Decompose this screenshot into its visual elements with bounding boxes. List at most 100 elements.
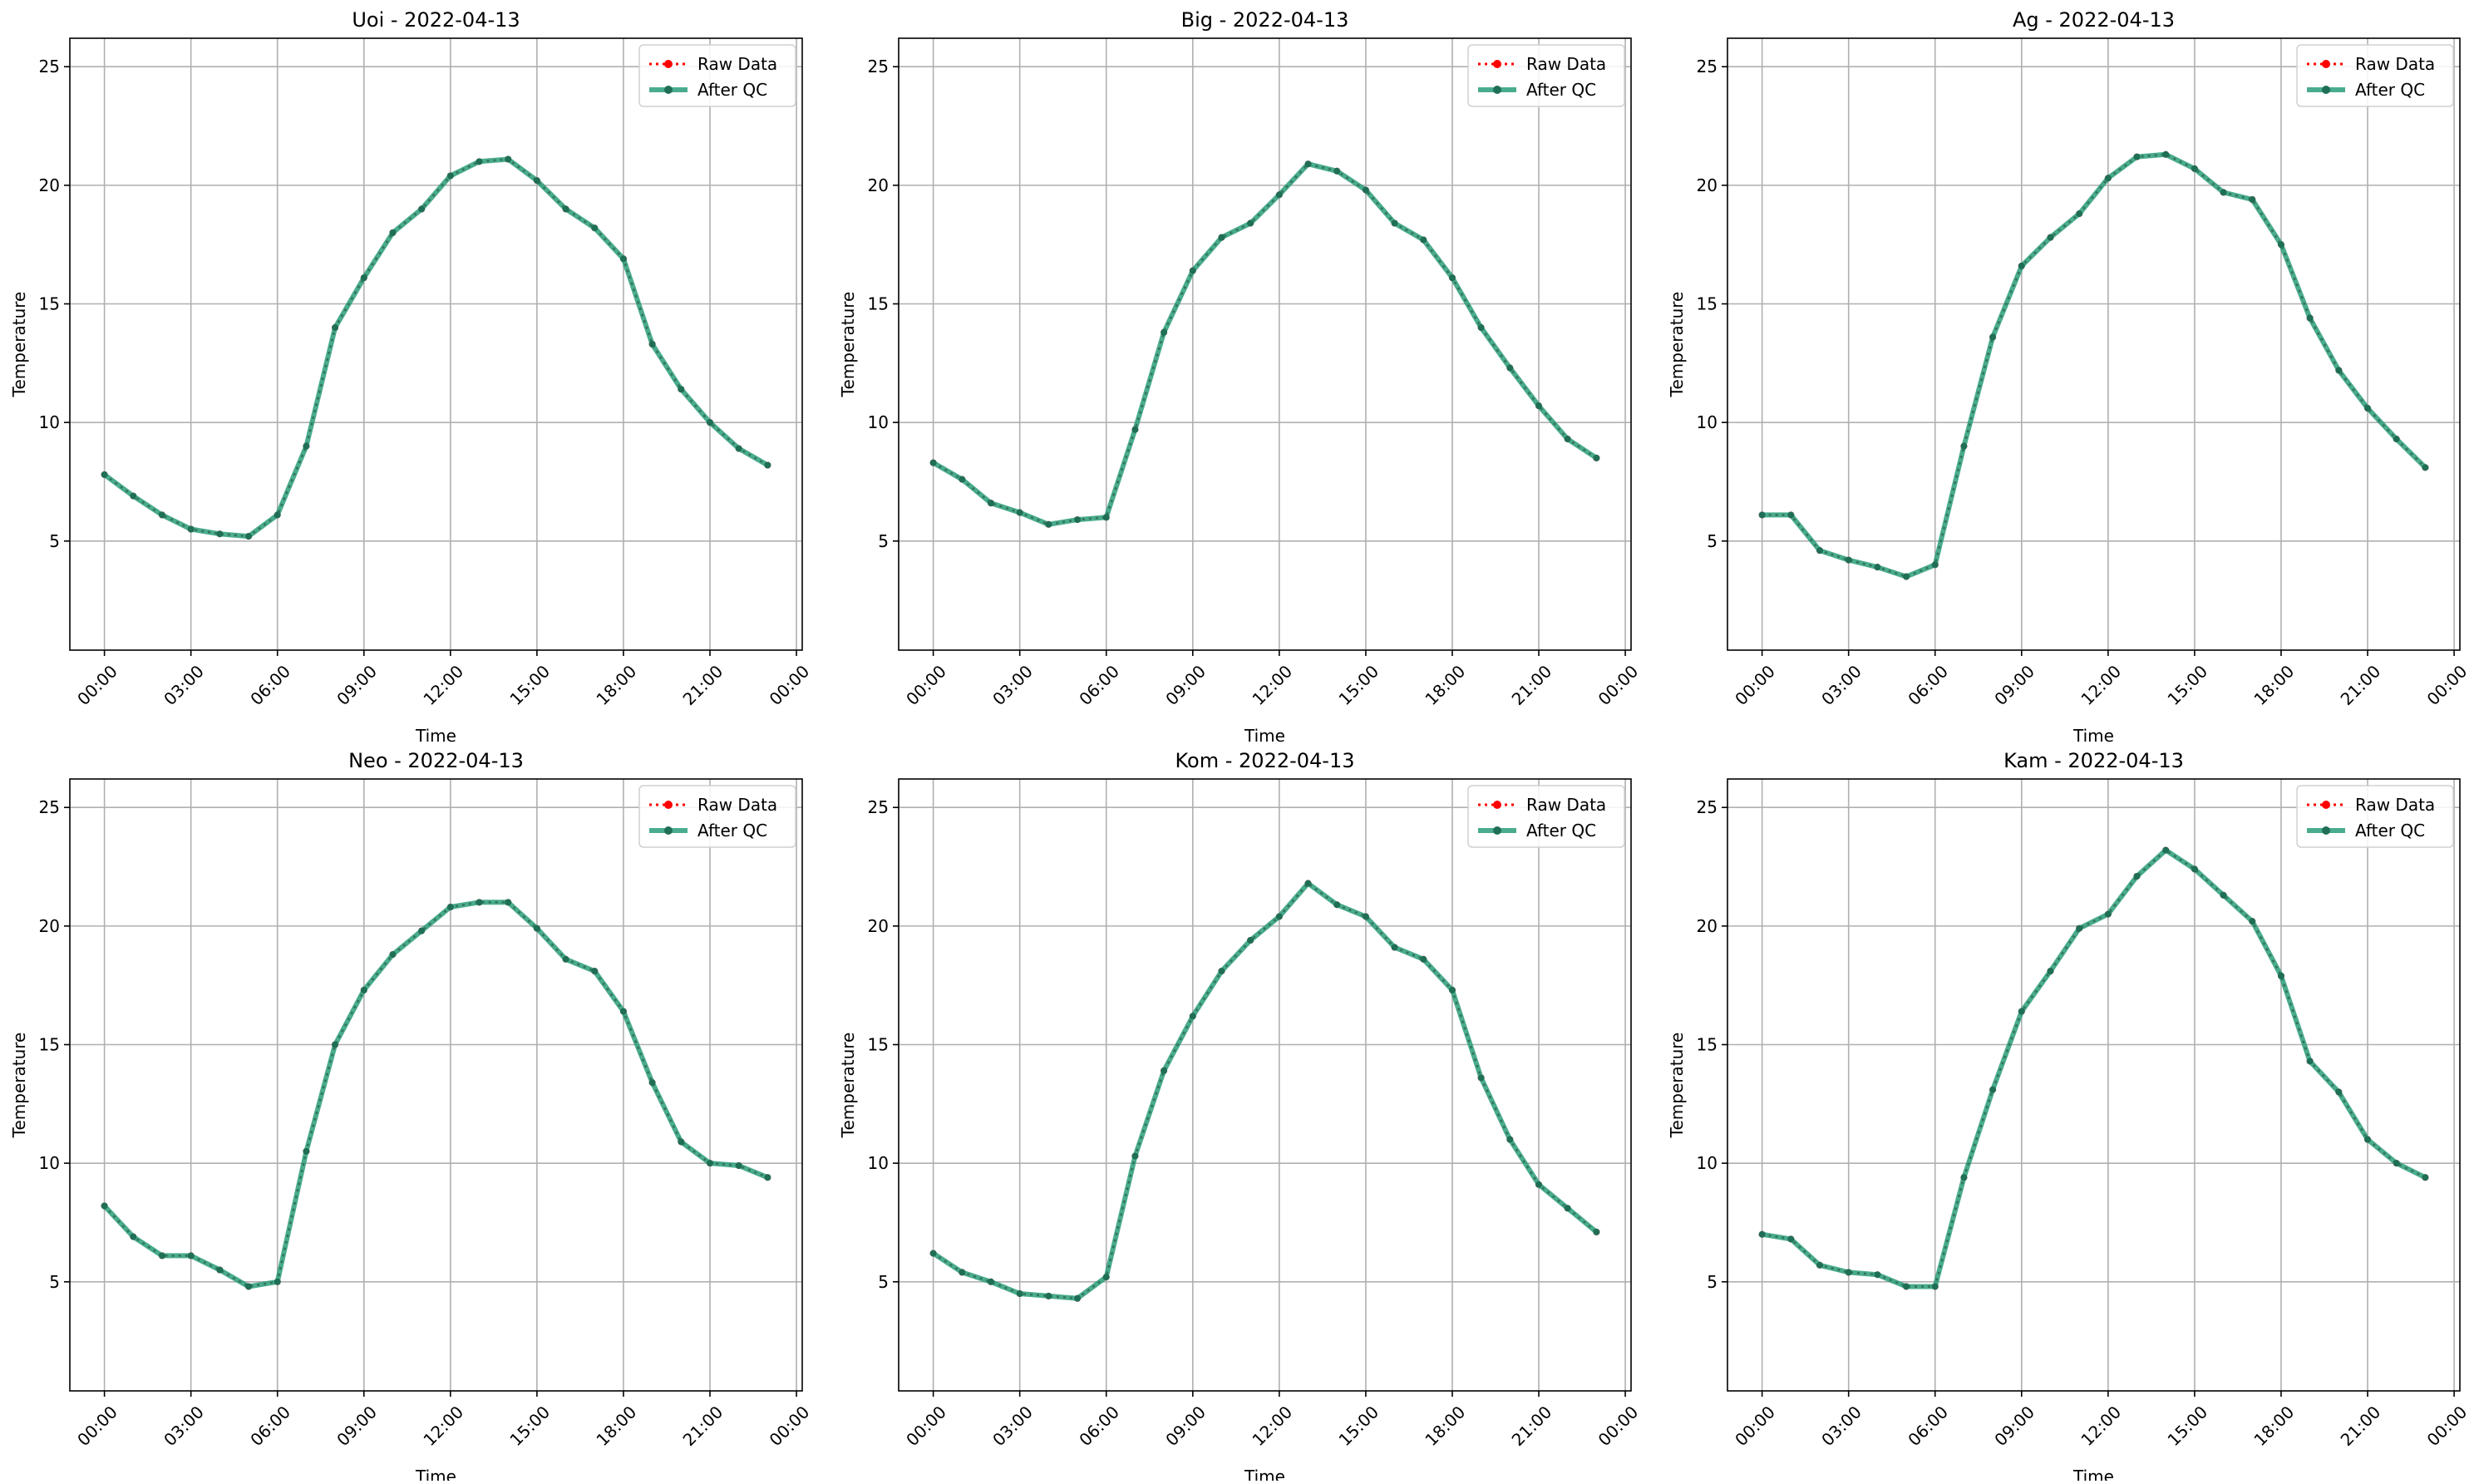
legend-raw-marker xyxy=(664,60,673,68)
x-tick-label: 00:00 xyxy=(766,661,814,709)
after-qc-point xyxy=(2191,165,2198,172)
plot-frame xyxy=(898,778,1632,1392)
after-qc-point xyxy=(2047,234,2054,241)
after-qc-point xyxy=(2422,1174,2429,1181)
after-qc-point xyxy=(1420,236,1427,244)
after-qc-overlay xyxy=(1762,849,2426,1288)
after-qc-point xyxy=(1506,364,1514,372)
y-axis-label: Temperature xyxy=(838,292,858,398)
after-qc-point xyxy=(2335,367,2343,374)
y-tick-label: 20 xyxy=(39,175,60,195)
y-tick-label: 20 xyxy=(868,175,889,195)
after-qc-point xyxy=(591,968,599,975)
after-qc-point xyxy=(1931,561,1939,569)
after-qc-overlay xyxy=(1762,153,2427,578)
after-qc-point xyxy=(1845,1269,1852,1276)
legend-raw-marker xyxy=(1493,801,1501,809)
subplot-title: Kom - 2022-04-13 xyxy=(1175,749,1355,772)
after-qc-point xyxy=(1535,1181,1543,1188)
after-qc-point xyxy=(1989,333,1997,341)
y-tick-label: 20 xyxy=(1697,916,1718,936)
after-qc-point xyxy=(476,899,483,906)
after-qc-point xyxy=(1304,880,1312,887)
after-qc-point xyxy=(476,158,483,165)
after-qc-point xyxy=(2104,910,2112,918)
y-tick-label: 20 xyxy=(1697,175,1718,195)
after-qc-point xyxy=(158,1252,165,1260)
after-qc-line xyxy=(1762,151,2427,579)
x-tick-label: 18:00 xyxy=(2250,1402,2299,1450)
y-tick-label: 15 xyxy=(868,294,889,314)
after-qc-point xyxy=(959,1269,966,1276)
legend-raw-marker xyxy=(2322,801,2330,809)
x-tick-label: 09:00 xyxy=(1161,661,1210,709)
after-qc-point xyxy=(2191,865,2198,873)
after-qc-point xyxy=(1477,324,1485,332)
plot-frame xyxy=(898,37,1632,651)
subplot-6: 5 10 15 20 25 00:00 03:00 06:00 09:00 12:00 15:00 1… xyxy=(1667,749,2471,1484)
after-qc-point xyxy=(929,1250,937,1257)
x-axis-label: Time xyxy=(2072,726,2114,746)
legend-qc-label: After QC xyxy=(2355,821,2425,841)
legend: Raw Data After QC xyxy=(1467,785,1625,848)
legend-qc-marker xyxy=(664,826,673,835)
x-tick-label: 03:00 xyxy=(988,661,1037,709)
x-tick-label: 18:00 xyxy=(1422,661,1470,709)
after-qc-point xyxy=(101,471,108,478)
legend: Raw Data After QC xyxy=(2296,44,2454,107)
after-qc-point xyxy=(446,904,454,911)
after-qc-point xyxy=(1960,1174,1968,1181)
after-qc-point xyxy=(2364,405,2372,412)
plot-frame xyxy=(69,778,803,1392)
after-qc-point xyxy=(2220,891,2227,899)
x-tick-label: 18:00 xyxy=(593,661,641,709)
subplot-title: Neo - 2022-04-13 xyxy=(348,749,524,772)
after-qc-point xyxy=(2249,195,2256,203)
x-tick-label: 21:00 xyxy=(679,661,727,709)
after-qc-overlay xyxy=(103,901,768,1288)
x-tick-label: 09:00 xyxy=(1161,1402,1210,1450)
x-tick-label: 03:00 xyxy=(1817,661,1865,709)
y-tick-label: 25 xyxy=(39,57,60,76)
after-qc-overlay xyxy=(933,163,1597,525)
after-qc-point xyxy=(2047,968,2054,975)
after-qc-point xyxy=(2335,1088,2343,1096)
after-qc-point xyxy=(1102,1274,1110,1281)
legend-qc-marker xyxy=(2322,86,2330,94)
x-tick-label: 09:00 xyxy=(333,1402,381,1450)
after-qc-point xyxy=(1247,936,1254,944)
subplot-1: 5 10 15 20 25 00:00 03:00 06:00 09:00 12:00 15:00 1… xyxy=(9,8,813,746)
after-qc-point xyxy=(1787,511,1795,519)
legend-qc-label: After QC xyxy=(2355,80,2425,100)
after-qc-line xyxy=(932,161,1599,527)
after-qc-point xyxy=(1218,968,1225,975)
after-qc-point xyxy=(1304,160,1312,168)
after-qc-point xyxy=(1391,219,1398,227)
x-axis-label: Time xyxy=(1244,726,1285,746)
y-tick-label: 5 xyxy=(878,1272,889,1292)
legend-raw-label: Raw Data xyxy=(2355,795,2435,815)
after-qc-point xyxy=(2018,1008,2025,1015)
x-tick-label: 15:00 xyxy=(2163,661,2211,709)
x-tick-label: 12:00 xyxy=(2077,661,2125,709)
plot-frame xyxy=(1727,37,2461,651)
after-qc-point xyxy=(2162,846,2170,854)
x-tick-label: 06:00 xyxy=(1904,1402,1952,1450)
after-qc-point xyxy=(158,511,165,519)
after-qc-point xyxy=(2018,262,2025,269)
y-axis-label: Temperature xyxy=(1667,1033,1687,1139)
after-qc-point xyxy=(1420,955,1427,963)
after-qc-point xyxy=(274,1278,281,1285)
after-qc-point xyxy=(764,1174,771,1181)
after-qc-point xyxy=(1275,191,1283,199)
after-qc-point xyxy=(619,1008,627,1015)
after-qc-point xyxy=(707,419,714,426)
after-qc-point xyxy=(2306,1058,2314,1065)
subplot-title: Ag - 2022-04-13 xyxy=(2013,8,2175,32)
legend-raw-label: Raw Data xyxy=(1526,54,1606,74)
after-qc-point xyxy=(678,386,685,393)
y-tick-label: 25 xyxy=(1697,57,1718,76)
after-qc-point xyxy=(678,1138,685,1146)
after-qc-point xyxy=(707,1160,714,1167)
y-tick-label: 25 xyxy=(1697,797,1718,817)
